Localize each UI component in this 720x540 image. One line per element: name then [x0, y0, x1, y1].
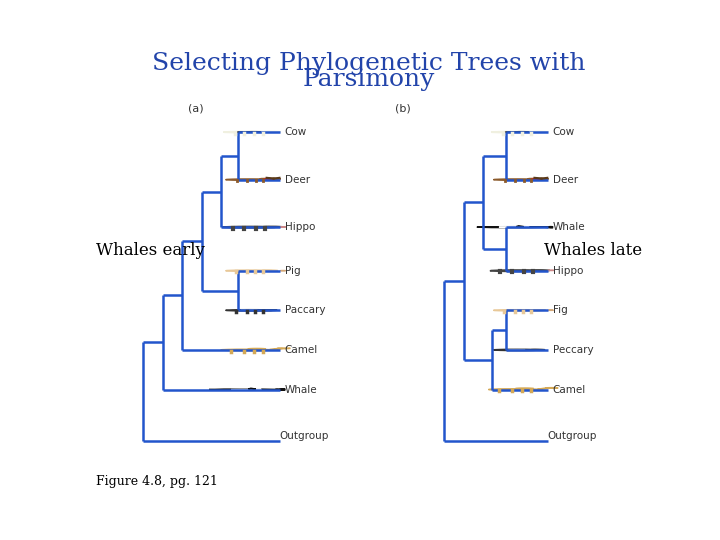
Ellipse shape [225, 179, 272, 180]
Ellipse shape [488, 389, 540, 390]
FancyBboxPatch shape [528, 178, 547, 180]
Text: Selecting Phylogenetic Trees with: Selecting Phylogenetic Trees with [152, 52, 586, 75]
Text: Paccary: Paccary [284, 305, 325, 315]
Polygon shape [538, 388, 550, 389]
Text: Hippo: Hippo [284, 222, 315, 232]
Text: Peccary: Peccary [552, 345, 593, 355]
Text: Pig: Pig [284, 266, 300, 276]
Ellipse shape [225, 309, 272, 311]
Text: Fig: Fig [552, 305, 567, 315]
Ellipse shape [493, 309, 540, 311]
Text: Whale: Whale [552, 222, 585, 232]
Text: Camel: Camel [552, 384, 586, 395]
Text: Outgroup: Outgroup [547, 431, 597, 441]
Ellipse shape [225, 270, 272, 272]
Ellipse shape [523, 270, 534, 271]
Ellipse shape [532, 131, 549, 132]
Text: Outgroup: Outgroup [280, 431, 329, 441]
Ellipse shape [493, 349, 540, 350]
Polygon shape [477, 227, 546, 228]
Polygon shape [270, 348, 282, 349]
Ellipse shape [248, 348, 266, 349]
Text: Cow: Cow [552, 127, 575, 137]
Text: Deer: Deer [284, 174, 310, 185]
Polygon shape [209, 389, 278, 390]
Text: Figure 4.8, pg. 121: Figure 4.8, pg. 121 [96, 475, 217, 488]
Polygon shape [276, 389, 285, 390]
Polygon shape [516, 226, 523, 227]
Ellipse shape [263, 226, 282, 227]
Text: Whales late: Whales late [544, 242, 642, 259]
Ellipse shape [277, 348, 290, 349]
Text: (b): (b) [395, 103, 410, 113]
Ellipse shape [531, 349, 545, 350]
Text: (a): (a) [188, 103, 204, 113]
Text: Deer: Deer [552, 174, 577, 185]
Ellipse shape [490, 270, 544, 272]
Text: Parsimony: Parsimony [303, 68, 435, 91]
Text: Hippo: Hippo [552, 266, 583, 276]
Ellipse shape [531, 270, 549, 271]
Ellipse shape [264, 131, 281, 132]
Ellipse shape [516, 388, 534, 389]
Ellipse shape [220, 349, 272, 350]
Text: Cow: Cow [284, 127, 307, 137]
FancyBboxPatch shape [260, 178, 279, 180]
Ellipse shape [493, 179, 540, 180]
Text: Whale: Whale [284, 384, 318, 395]
Polygon shape [248, 388, 256, 389]
Text: Camel: Camel [284, 345, 318, 355]
Ellipse shape [263, 270, 278, 271]
Polygon shape [544, 227, 553, 228]
Ellipse shape [223, 131, 275, 133]
Ellipse shape [222, 226, 276, 228]
Text: Whales early: Whales early [96, 242, 204, 259]
Ellipse shape [491, 131, 543, 133]
